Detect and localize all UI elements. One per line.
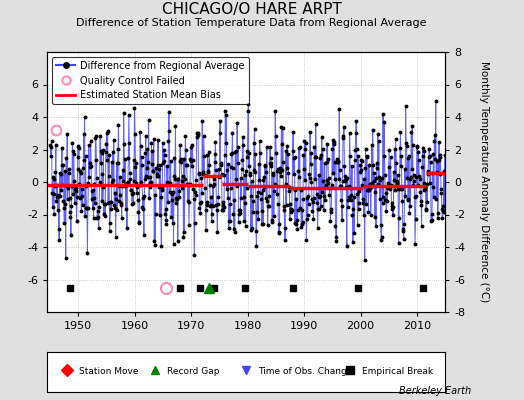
Text: Time of Obs. Change: Time of Obs. Change <box>258 367 353 376</box>
Text: CHICAGO/O HARE ARPT: CHICAGO/O HARE ARPT <box>161 2 342 17</box>
Legend: Difference from Regional Average, Quality Control Failed, Estimated Station Mean: Difference from Regional Average, Qualit… <box>52 57 248 104</box>
Text: Station Move: Station Move <box>79 367 138 376</box>
Text: Record Gap: Record Gap <box>167 367 219 376</box>
Text: Berkeley Earth: Berkeley Earth <box>399 386 472 396</box>
Y-axis label: Monthly Temperature Anomaly Difference (°C): Monthly Temperature Anomaly Difference (… <box>479 61 489 303</box>
Text: Empirical Break: Empirical Break <box>362 367 433 376</box>
Text: Difference of Station Temperature Data from Regional Average: Difference of Station Temperature Data f… <box>77 18 427 28</box>
